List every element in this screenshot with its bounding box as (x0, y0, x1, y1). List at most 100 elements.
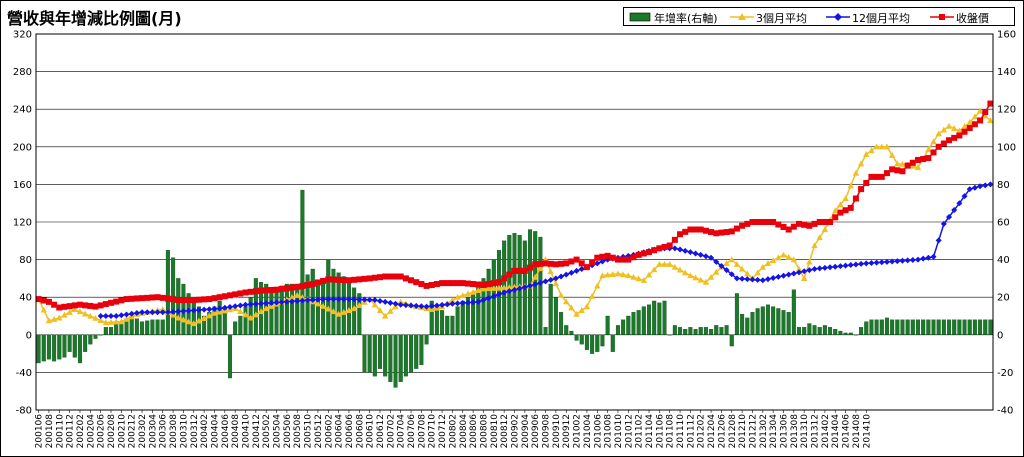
y-right-tick-label: 80 (997, 180, 1010, 191)
price-point (139, 295, 146, 302)
ma12-point (894, 258, 901, 265)
price-point (739, 222, 746, 229)
price-point (749, 219, 756, 225)
price-point (247, 288, 254, 295)
yoy-bar (967, 319, 972, 335)
ma3-point (206, 312, 213, 319)
ma3-point (237, 308, 244, 315)
price-point (480, 281, 487, 288)
ma3-point (754, 269, 761, 276)
price-point (190, 297, 197, 304)
yoy-bar (103, 327, 108, 335)
x-tick-label: 200404 (210, 414, 220, 449)
y-right-tick-label: 20 (997, 293, 1010, 304)
y-right-tick-label: 160 (997, 30, 1016, 41)
ma12-point (154, 309, 161, 316)
ma12-point (578, 266, 585, 272)
price-point (666, 242, 673, 249)
yoy-bar (853, 334, 858, 336)
yoy-bar (678, 327, 683, 335)
x-tick-label: 200204 (86, 414, 96, 449)
price-point (723, 229, 730, 236)
ma3-point (625, 272, 632, 279)
price-point (170, 296, 177, 303)
yoy-bar (538, 236, 543, 335)
ma12-point (837, 263, 844, 270)
ma12-point (345, 296, 352, 303)
ma3-point (816, 234, 823, 241)
price-point (951, 134, 958, 141)
legend-item-ma3: 3個月平均 (730, 9, 822, 25)
price-point (97, 302, 104, 309)
line-series (35, 100, 994, 327)
legend-item-price: 收盤價 (930, 9, 1012, 25)
ma3-point (195, 317, 203, 324)
ma12-point (299, 297, 306, 304)
x-tick-label: 201002 (573, 414, 583, 448)
ma12-point (532, 281, 539, 288)
yoy-bar (641, 306, 646, 335)
price-point (408, 277, 415, 284)
price-point (920, 156, 927, 163)
yoy-bar (590, 334, 595, 354)
price-point (211, 295, 218, 302)
price-point (894, 167, 901, 174)
price-point (164, 295, 171, 302)
ma3-point (97, 317, 104, 324)
legend-label-price: 收盤價 (956, 12, 989, 25)
ma3-point (40, 306, 47, 313)
price-point (718, 229, 725, 236)
ma3-point (987, 117, 994, 124)
ma12-point (418, 303, 425, 310)
ma12-point (713, 258, 720, 265)
x-tick-label: 200206 (97, 414, 107, 449)
ma3-point (738, 265, 746, 272)
yoy-bar (683, 329, 688, 335)
ma12-point (185, 307, 192, 314)
ma12-point (97, 313, 104, 319)
x-tick-label: 201304 (769, 414, 779, 449)
ma3-point (242, 311, 249, 318)
ma3-point (345, 307, 353, 313)
ma12-point (211, 305, 218, 312)
ma3-point (682, 269, 689, 276)
yoy-bar (874, 319, 879, 335)
ma12-point (221, 304, 228, 311)
ma3-point (50, 315, 58, 322)
yoy-bar (171, 257, 176, 335)
price-point (377, 274, 384, 281)
price-point (982, 109, 989, 116)
ma3-point (775, 254, 782, 261)
yoy-bar (548, 283, 553, 335)
price-point (614, 256, 621, 263)
yoy-bar (817, 327, 822, 335)
price-point (102, 301, 109, 308)
yoy-bar (745, 317, 750, 335)
price-point (558, 260, 565, 267)
legend-label-yoy: 年增率(右軸) (654, 12, 718, 25)
yoy-bar (367, 334, 372, 373)
ma3-point (211, 309, 218, 316)
x-tick-label: 200210 (117, 414, 127, 449)
price-point (206, 296, 213, 303)
ma3-point (619, 271, 627, 278)
price-point (366, 275, 373, 282)
price-point (966, 125, 973, 131)
price-point (563, 260, 570, 267)
x-tick-label: 201004 (583, 414, 593, 449)
price-point (790, 223, 797, 230)
ma12-point (677, 246, 684, 253)
x-tick-label: 201104 (645, 414, 655, 449)
ma3-point (464, 290, 472, 297)
price-point (252, 288, 259, 295)
ma12-point (739, 275, 746, 282)
ma12-point (330, 296, 337, 303)
ma3-point (666, 261, 673, 267)
ma3-point (671, 263, 679, 270)
ma12-point (428, 303, 435, 310)
price-point (811, 220, 818, 227)
price-point (506, 271, 513, 278)
price-point (956, 132, 963, 139)
y-left-tick-label: 0 (26, 330, 32, 341)
